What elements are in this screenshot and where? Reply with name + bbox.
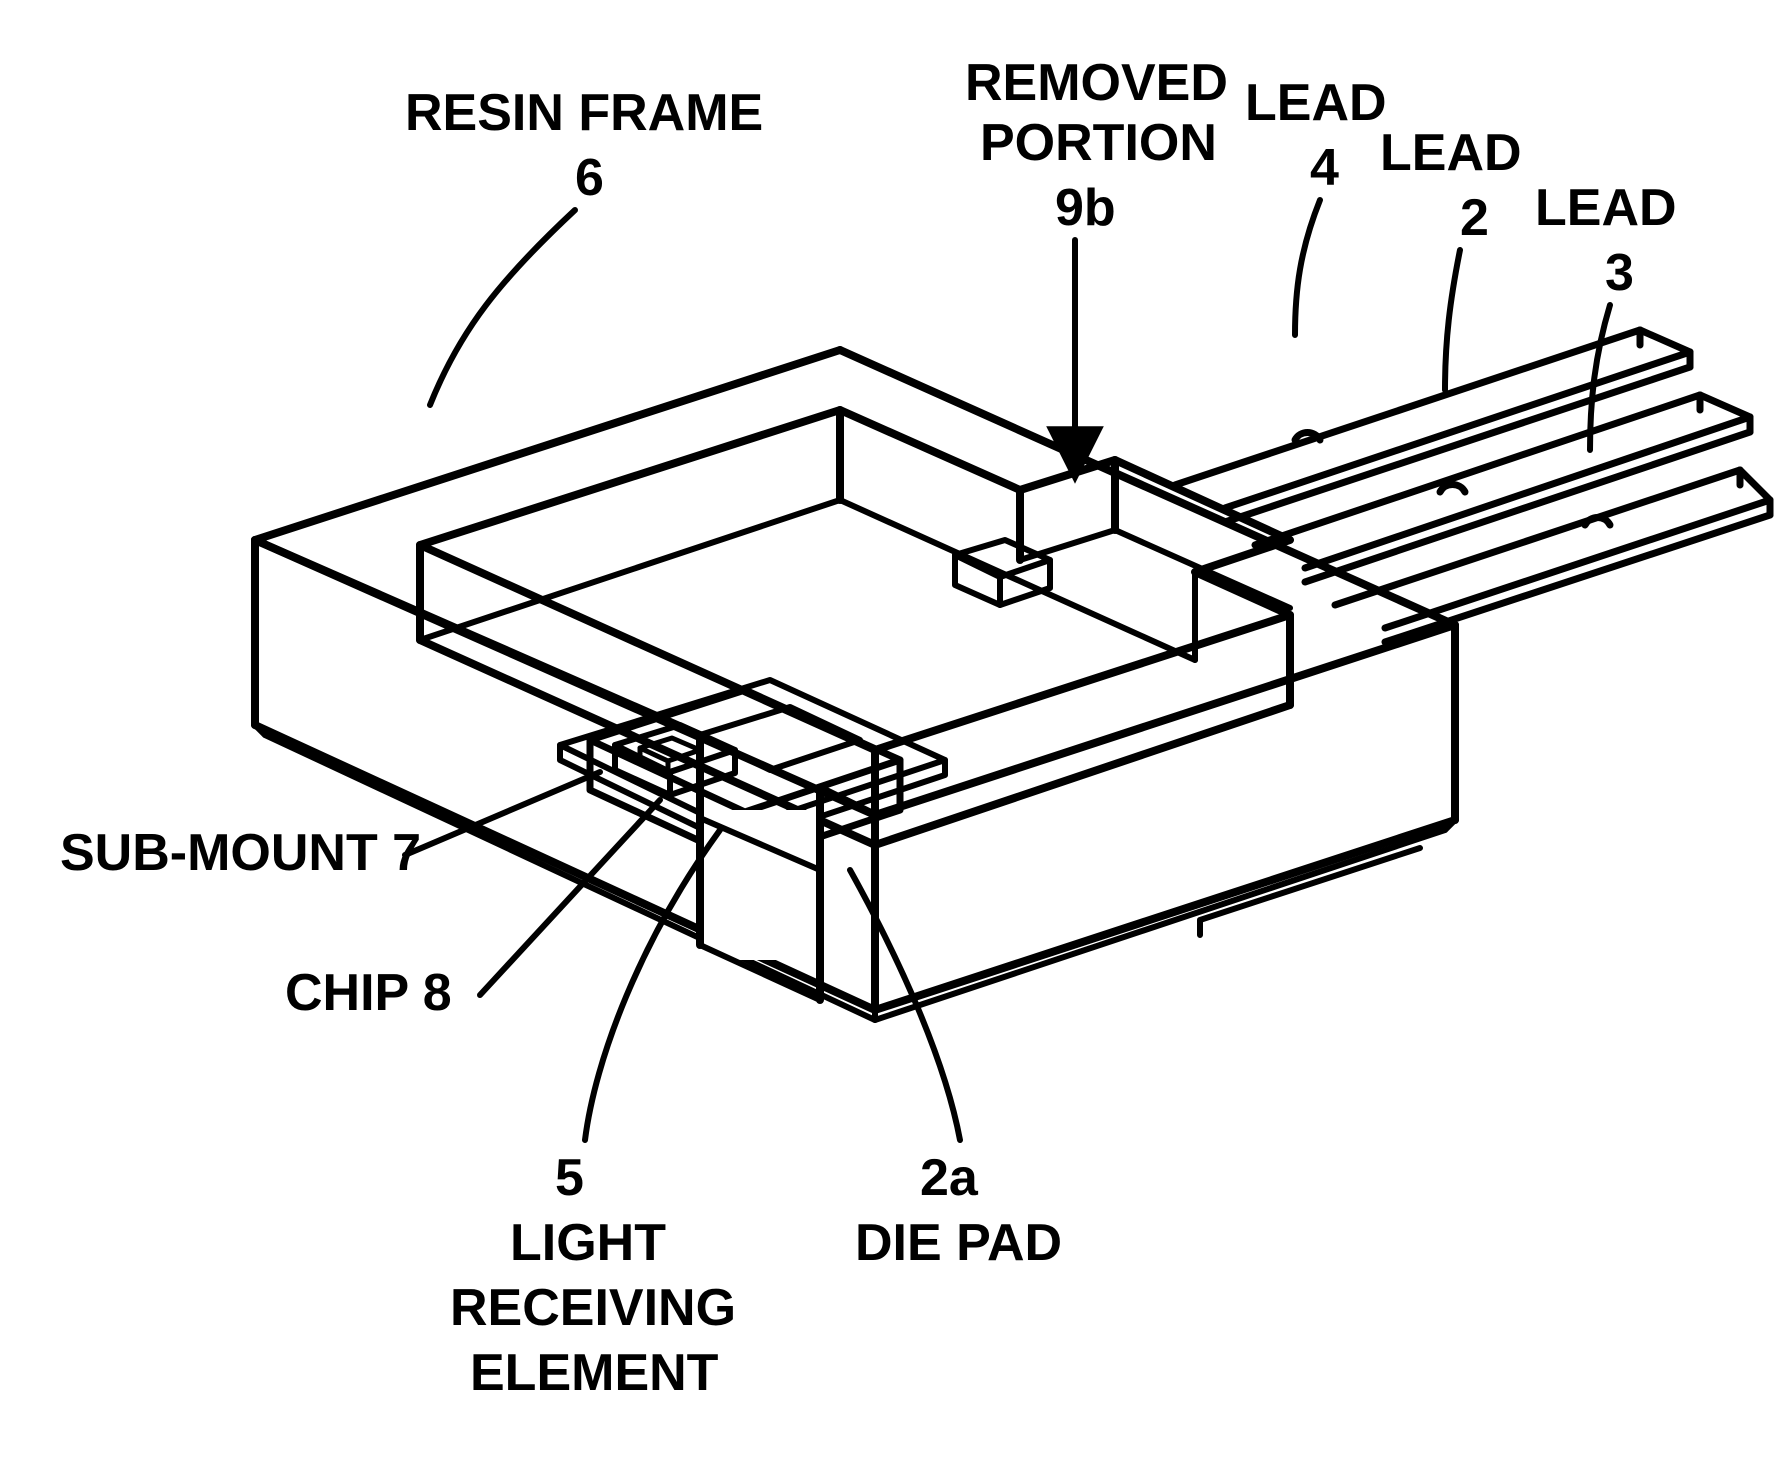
label-light-line3: ELEMENT <box>470 1344 719 1402</box>
label-lead3-text: LEAD <box>1535 179 1677 237</box>
leader-lead2 <box>1445 250 1460 390</box>
label-lead2-num: 2 <box>1460 189 1489 247</box>
diagram-canvas: RESIN FRAME 6 REMOVED PORTION 9b LEAD 4 … <box>0 0 1777 1473</box>
label-lead2-text: LEAD <box>1380 124 1522 182</box>
label-resin-frame-text: RESIN FRAME <box>405 84 763 142</box>
label-die-num: 2a <box>920 1149 979 1207</box>
label-lead4-text: LEAD <box>1245 74 1387 132</box>
label-chip: CHIP 8 <box>285 964 452 1022</box>
device-geometry <box>240 265 1770 1020</box>
label-removed-line2: PORTION <box>980 114 1217 172</box>
leader-lead4 <box>1295 200 1320 335</box>
label-light-line1: LIGHT <box>510 1214 666 1272</box>
label-sub-mount: SUB-MOUNT 7 <box>60 824 421 882</box>
label-removed-line1: REMOVED <box>965 54 1228 112</box>
label-removed-num: 9b <box>1055 179 1116 237</box>
label-light-line2: RECEIVING <box>450 1279 736 1337</box>
label-resin-frame-num: 6 <box>575 149 604 207</box>
label-lead4-num: 4 <box>1310 139 1339 197</box>
label-die-text: DIE PAD <box>855 1214 1062 1272</box>
label-light-num: 5 <box>555 1149 584 1207</box>
label-lead3-num: 3 <box>1605 244 1634 302</box>
